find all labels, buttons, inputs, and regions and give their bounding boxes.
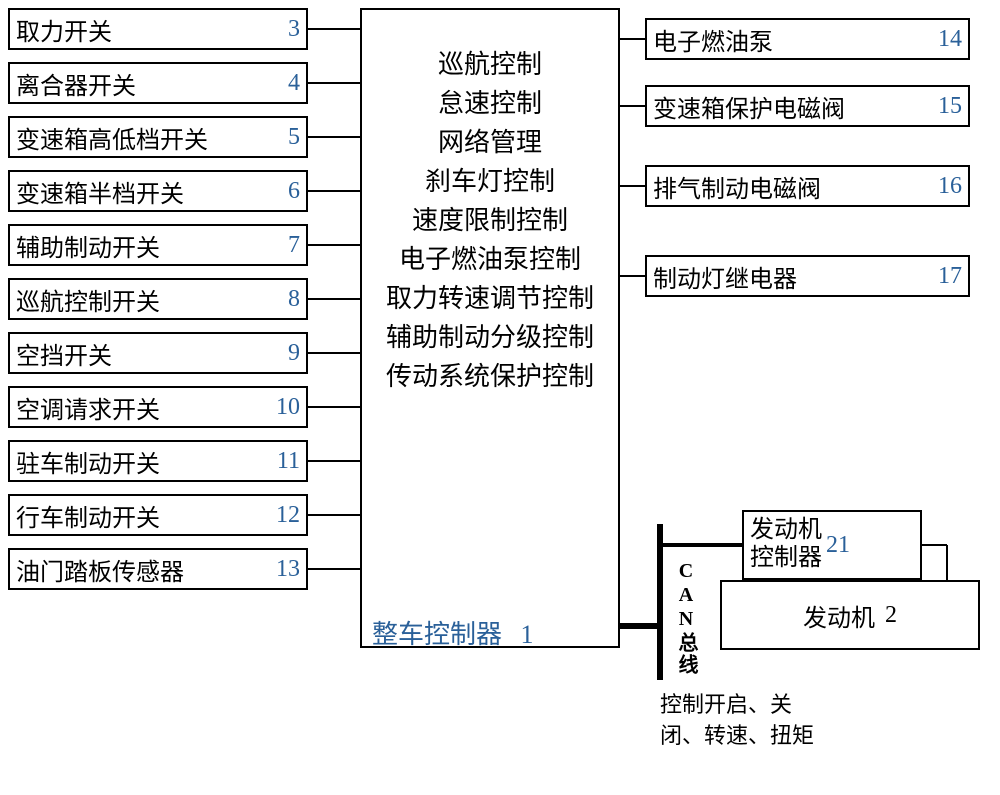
input-number: 12 <box>276 502 300 529</box>
vehicle-controller-box: 巡航控制怠速控制网络管理刹车灯控制速度限制控制电子燃油泵控制取力转速调节控制辅助… <box>360 8 620 648</box>
input-label: 离合器开关 <box>16 66 284 101</box>
input-box: 油门踏板传感器13 <box>8 548 308 590</box>
engine-controller-line1: 发动机 <box>750 517 822 545</box>
input-number: 5 <box>288 124 300 151</box>
input-box: 取力开关3 <box>8 8 308 50</box>
input-box: 辅助制动开关7 <box>8 224 308 266</box>
input-number: 6 <box>288 178 300 205</box>
input-number: 7 <box>288 232 300 259</box>
controller-function-item: 取力转速调节控制 <box>362 279 618 318</box>
output-box: 制动灯继电器17 <box>645 255 970 297</box>
note-line: 控制开启、关 <box>660 690 880 721</box>
vehicle-controller-diagram: 巡航控制怠速控制网络管理刹车灯控制速度限制控制电子燃油泵控制取力转速调节控制辅助… <box>0 0 1000 795</box>
input-box: 变速箱半档开关6 <box>8 170 308 212</box>
input-label: 行车制动开关 <box>16 498 272 533</box>
output-label: 变速箱保护电磁阀 <box>653 89 934 124</box>
input-label: 变速箱半档开关 <box>16 174 284 209</box>
controller-function-item: 传动系统保护控制 <box>362 357 618 396</box>
output-box: 变速箱保护电磁阀15 <box>645 85 970 127</box>
input-box: 离合器开关4 <box>8 62 308 104</box>
input-number: 3 <box>288 16 300 43</box>
note-line: 闭、转速、扭矩 <box>660 721 880 752</box>
input-box: 驻车制动开关11 <box>8 440 308 482</box>
input-number: 11 <box>277 448 300 475</box>
controller-function-item: 网络管理 <box>362 123 618 162</box>
input-number: 9 <box>288 340 300 367</box>
input-number: 13 <box>276 556 300 583</box>
input-box: 空调请求开关10 <box>8 386 308 428</box>
controller-function-item: 电子燃油泵控制 <box>362 240 618 279</box>
engine-label: 发动机 <box>803 598 875 633</box>
input-box: 巡航控制开关8 <box>8 278 308 320</box>
engine-number: 2 <box>885 602 897 629</box>
can-bus-label: CAN总线 <box>672 560 701 676</box>
output-label: 制动灯继电器 <box>653 259 934 294</box>
output-number: 15 <box>938 93 962 120</box>
engine-controller-number: 21 <box>826 532 850 559</box>
input-label: 驻车制动开关 <box>16 444 273 479</box>
input-number: 8 <box>288 286 300 313</box>
controller-function-item: 速度限制控制 <box>362 201 618 240</box>
input-label: 辅助制动开关 <box>16 228 284 263</box>
controller-number: 1 <box>521 620 534 649</box>
input-box: 行车制动开关12 <box>8 494 308 536</box>
input-label: 巡航控制开关 <box>16 282 284 317</box>
output-number: 17 <box>938 263 962 290</box>
engine-controller-box: 发动机 控制器 21 <box>742 510 922 580</box>
controller-function-item: 刹车灯控制 <box>362 162 618 201</box>
controller-function-list: 巡航控制怠速控制网络管理刹车灯控制速度限制控制电子燃油泵控制取力转速调节控制辅助… <box>362 45 618 396</box>
output-number: 16 <box>938 173 962 200</box>
output-label: 排气制动电磁阀 <box>653 169 934 204</box>
output-box: 排气制动电磁阀16 <box>645 165 970 207</box>
input-box: 变速箱高低档开关5 <box>8 116 308 158</box>
input-box: 空挡开关9 <box>8 332 308 374</box>
input-number: 4 <box>288 70 300 97</box>
engine-controller-line2: 控制器 <box>750 545 822 573</box>
can-control-note: 控制开启、关闭、转速、扭矩 <box>660 690 880 752</box>
controller-function-item: 辅助制动分级控制 <box>362 318 618 357</box>
input-number: 10 <box>276 394 300 421</box>
input-label: 油门踏板传感器 <box>16 552 272 587</box>
input-label: 取力开关 <box>16 12 284 47</box>
controller-title-text: 整车控制器 <box>372 620 502 649</box>
input-label: 空挡开关 <box>16 336 284 371</box>
output-number: 14 <box>938 26 962 53</box>
controller-title: 整车控制器 1 <box>372 614 534 651</box>
input-label: 变速箱高低档开关 <box>16 120 284 155</box>
engine-box: 发动机 2 <box>720 580 980 650</box>
controller-function-item: 巡航控制 <box>362 45 618 84</box>
output-box: 电子燃油泵14 <box>645 18 970 60</box>
input-label: 空调请求开关 <box>16 390 272 425</box>
output-label: 电子燃油泵 <box>653 22 934 57</box>
controller-function-item: 怠速控制 <box>362 84 618 123</box>
